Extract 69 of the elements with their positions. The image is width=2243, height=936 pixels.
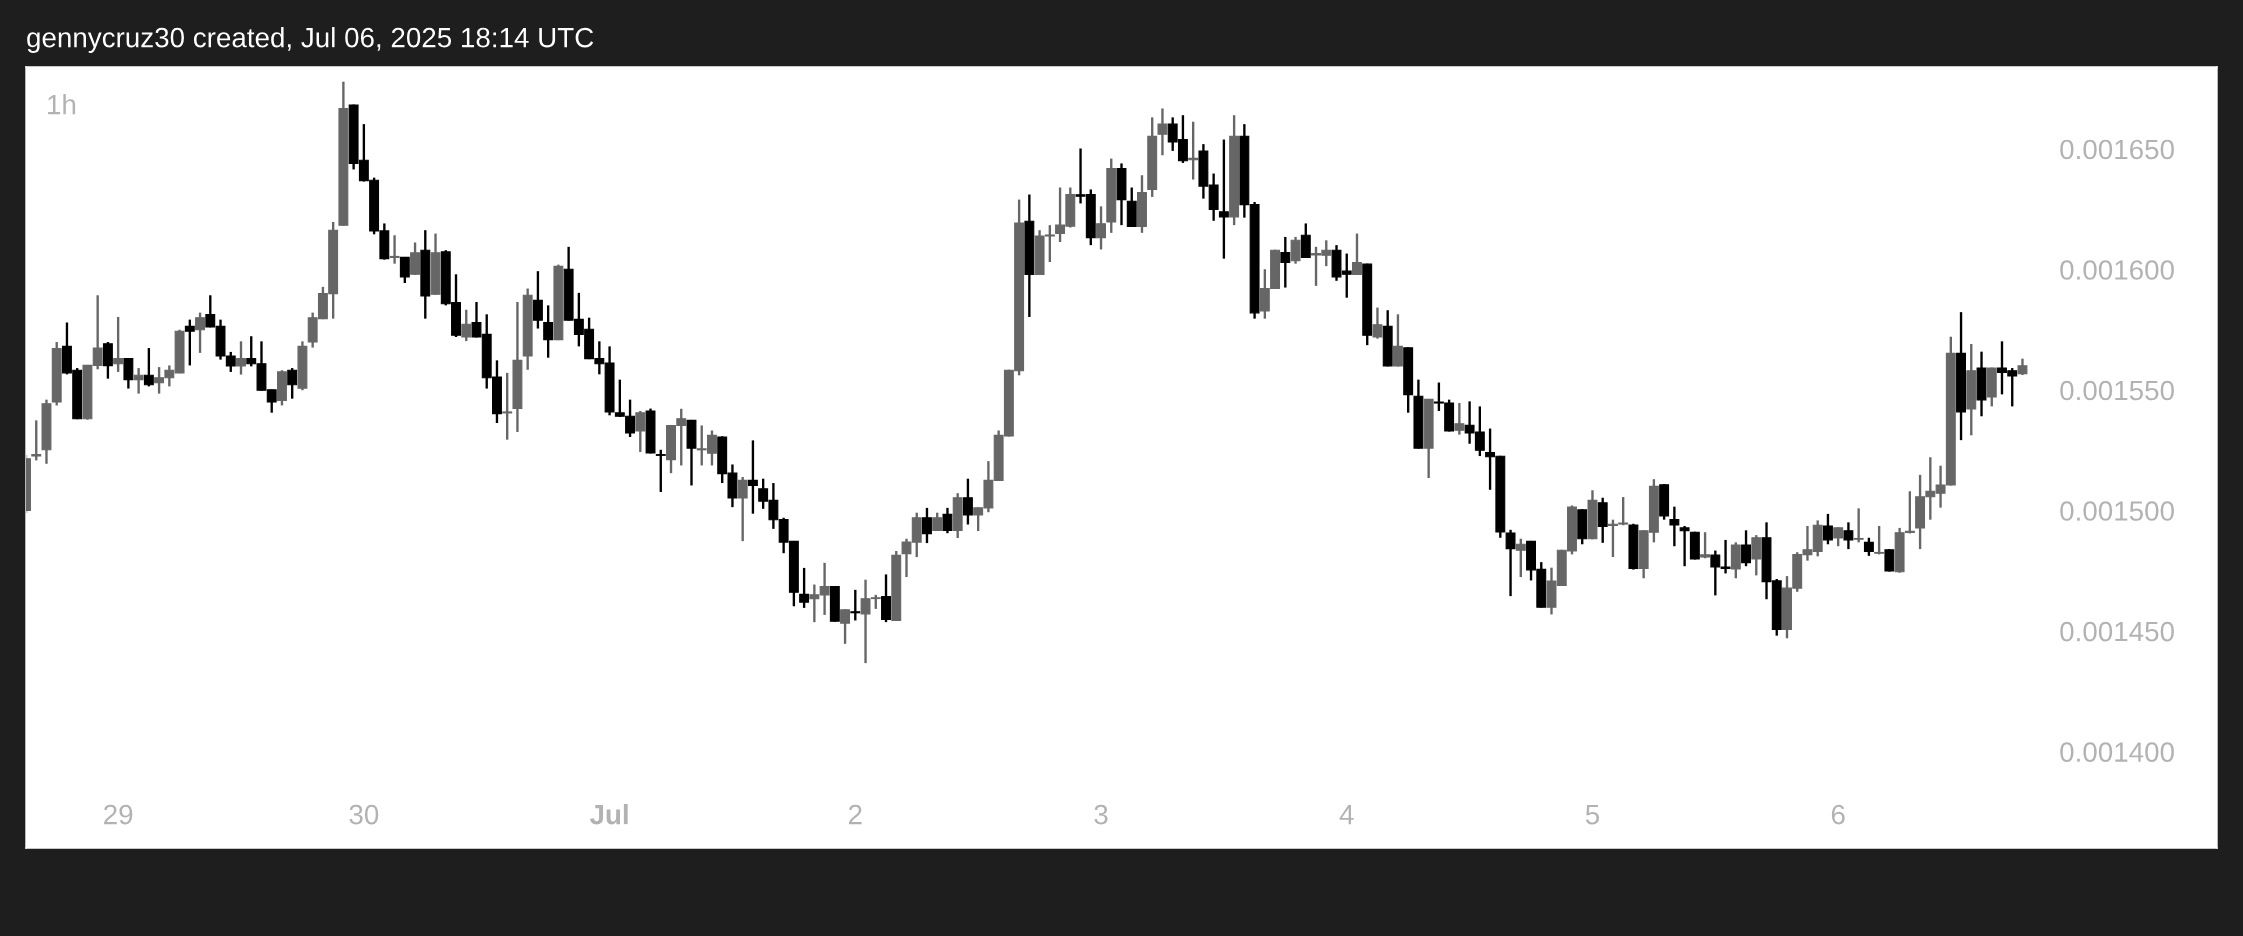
x-tick-label: 6 xyxy=(1831,804,1845,825)
candlestick xyxy=(1741,529,1751,568)
candlestick xyxy=(840,608,851,646)
candlestick xyxy=(143,346,154,388)
candlestick xyxy=(102,340,113,380)
x-tick-label: 4 xyxy=(1339,805,1354,825)
candlestick xyxy=(389,234,400,265)
candlestick xyxy=(461,308,472,343)
candlestick xyxy=(1597,496,1608,545)
candlestick xyxy=(287,366,298,400)
x-tick-label: 2 xyxy=(848,804,862,825)
x-tick-label: Jul xyxy=(589,804,628,825)
candlestick xyxy=(1884,547,1895,573)
candlestick xyxy=(737,475,748,543)
candlestick xyxy=(1843,521,1854,551)
candlestick xyxy=(1218,138,1229,260)
candlestick xyxy=(1853,507,1864,544)
candlestick xyxy=(799,566,810,610)
candlestick xyxy=(1700,531,1711,560)
candlestick xyxy=(1280,235,1291,289)
candlestick xyxy=(850,588,861,622)
candlestick xyxy=(184,318,195,367)
candlestick xyxy=(747,439,758,515)
candlestick xyxy=(195,311,206,355)
y-tick-label: 0.001650 xyxy=(2060,139,2174,160)
candlestick xyxy=(123,357,134,390)
candlestick xyxy=(1874,524,1885,556)
candlestick xyxy=(1730,541,1741,580)
candlestick xyxy=(31,419,42,462)
candlestick xyxy=(1454,401,1465,436)
x-tick-label: 30 xyxy=(349,804,379,825)
candlestick xyxy=(1822,512,1833,546)
candlestick xyxy=(532,269,543,330)
candlestick xyxy=(236,340,246,376)
candlestick xyxy=(502,371,513,441)
candlestick xyxy=(1392,313,1403,368)
text: 1h xyxy=(48,94,76,115)
candlestick xyxy=(1157,107,1168,157)
x-tick-label: 3 xyxy=(1094,804,1108,825)
y-tick-label: 0.001400 xyxy=(2060,742,2174,762)
x-tick-label: 29 xyxy=(104,804,133,825)
candlestick xyxy=(1515,537,1526,579)
candlestick xyxy=(133,366,144,395)
candlestick xyxy=(1679,524,1690,568)
candlestick xyxy=(962,477,973,526)
candlestick xyxy=(410,241,421,276)
candlestick xyxy=(1352,232,1362,277)
candlestick xyxy=(1372,306,1383,340)
y-tick-label: 0.001550 xyxy=(2060,380,2174,401)
candlestick xyxy=(655,448,666,494)
candlestick xyxy=(543,304,554,359)
candlestick xyxy=(1833,526,1844,548)
text: gennycruz30 created, Jul 06, 2025 18:14 UTC xyxy=(27,27,594,53)
y-tick-label: 0.001450 xyxy=(2060,621,2174,642)
candlestick xyxy=(1096,205,1106,251)
candlestick xyxy=(942,506,953,535)
candlestick xyxy=(635,409,646,454)
candlestick xyxy=(1290,235,1301,265)
candlestick xyxy=(1300,222,1311,260)
candlestick xyxy=(922,506,932,545)
y-tick-label: 0.001600 xyxy=(2060,260,2174,280)
candlestick xyxy=(399,255,410,285)
candlestick xyxy=(113,315,124,374)
candlestick xyxy=(1863,536,1874,558)
candlestick xyxy=(1751,533,1762,577)
candlestick xyxy=(1669,505,1680,548)
x-tick-label: 5 xyxy=(1585,805,1600,825)
y-tick-label: 0.001500 xyxy=(2060,501,2174,521)
candlestick xyxy=(881,573,891,624)
